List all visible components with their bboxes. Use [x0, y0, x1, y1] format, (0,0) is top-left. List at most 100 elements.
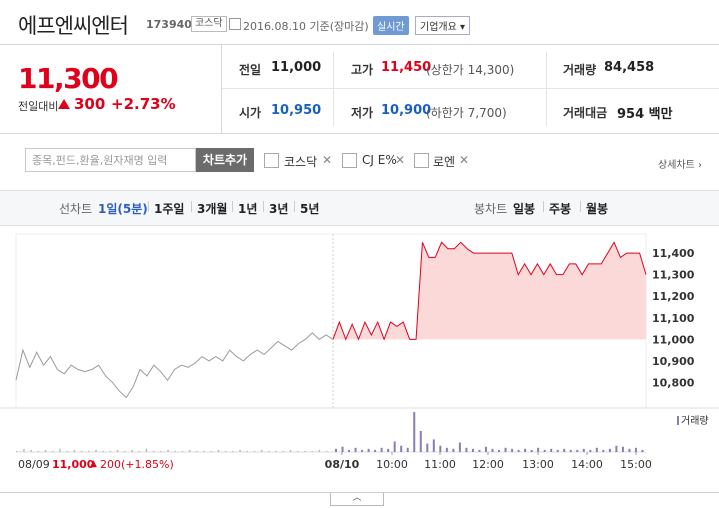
volume-bar — [498, 449, 501, 452]
volume-bar — [289, 449, 292, 452]
y-tick-label: 10,900 — [652, 355, 695, 368]
price-chart: 11,400 11,300 11,200 11,100 11,000 10,900 10,8… — [0, 233, 719, 471]
prev-close-value: 11,000 — [271, 60, 322, 75]
volume-bar — [275, 450, 277, 452]
compare-checkbox[interactable] — [414, 153, 429, 168]
live-badge[interactable]: 실시간 — [373, 16, 409, 35]
tab-1week[interactable]: 1주일 — [154, 202, 185, 216]
volume-bar — [641, 449, 644, 452]
today-area — [333, 242, 646, 340]
compare-search-input[interactable]: 종목,펀드,환율,원자재명 입력 — [25, 148, 196, 172]
volume-value: 84,458 — [604, 60, 655, 75]
footer-change: 200 — [100, 458, 121, 471]
tab-5year[interactable]: 5년 — [300, 202, 320, 216]
volume-bar — [543, 449, 546, 452]
today-line — [332, 241, 647, 341]
divider — [148, 201, 149, 212]
divider — [263, 201, 264, 212]
y-tick-label: 10,800 — [652, 376, 695, 389]
volume-bar — [576, 449, 579, 452]
tab-weekly[interactable]: 주봉 — [549, 202, 572, 216]
volume-bar — [318, 449, 321, 452]
volume-bar — [37, 450, 40, 452]
amount-label: 거래대금 — [563, 106, 608, 120]
x-tick-label: 10:00 — [376, 458, 408, 471]
tab-1year[interactable]: 1년 — [238, 202, 258, 216]
tab-daily[interactable]: 일봉 — [513, 202, 536, 216]
candle-chart-label: 봉차트 — [474, 202, 508, 216]
volume-bar — [602, 449, 605, 452]
price-panel — [0, 45, 222, 133]
compare-item-name: 로엔 — [433, 155, 456, 169]
volume-bar — [504, 447, 507, 452]
volume-bar — [563, 448, 566, 452]
close-icon[interactable]: ✕ — [395, 153, 406, 167]
volume-bar — [393, 441, 396, 452]
tab-3month[interactable]: 3개월 — [197, 202, 228, 216]
x-tick-label: 11:00 — [424, 458, 456, 471]
company-info-button[interactable]: 기업개요 ▾ — [415, 16, 470, 35]
up-triangle-icon — [58, 97, 72, 111]
volume-bar — [439, 445, 442, 452]
volume-bar — [530, 449, 533, 452]
volume-bar — [432, 439, 435, 452]
volume-bar — [131, 449, 133, 452]
divider — [222, 88, 719, 89]
tab-1day[interactable]: 1일(5분) — [98, 202, 148, 216]
volume-bar — [426, 443, 429, 452]
low-label: 저가 — [351, 106, 374, 120]
divider — [333, 52, 334, 126]
volume-bar — [44, 449, 47, 452]
volume-bar — [16, 450, 18, 452]
volume-bar — [341, 446, 344, 452]
close-icon[interactable]: ✕ — [322, 153, 333, 167]
volume-bar — [595, 447, 598, 452]
date-text: 2016.08.10 기준(장마감) — [243, 20, 369, 33]
volume-bar — [246, 450, 249, 452]
compare-checkbox[interactable] — [342, 153, 357, 168]
close-icon[interactable]: ✕ — [459, 153, 470, 167]
open-label: 시가 — [239, 106, 262, 120]
volume-bar — [484, 446, 487, 452]
volume-bar — [116, 449, 119, 452]
volume-bar — [160, 450, 162, 452]
prev-day-line — [15, 332, 334, 399]
detail-chart-link[interactable]: 상세차트 › — [658, 160, 702, 171]
y-tick-label: 11,400 — [652, 247, 695, 260]
volume-bar — [413, 412, 416, 452]
compare-item-name: CJ E% — [362, 153, 397, 167]
volume-bar — [452, 448, 455, 452]
volume-bar — [400, 445, 403, 452]
line-chart-label: 선차트 — [59, 202, 93, 216]
divider — [0, 133, 719, 134]
volume-bar — [210, 450, 213, 452]
calendar-icon — [229, 18, 241, 30]
volume-bar — [88, 450, 90, 452]
x-tick-label: 15:00 — [620, 458, 652, 471]
change-percent: +2.73% — [111, 95, 176, 113]
current-price: 11,300 — [18, 62, 119, 95]
change-value: 300 — [74, 95, 106, 113]
volume-bar — [361, 449, 364, 452]
volume-bar — [102, 450, 104, 452]
high-value: 11,450 — [381, 60, 432, 75]
prev-close-label: 전일 — [239, 63, 262, 77]
volume-bar — [224, 450, 227, 452]
volume-bar — [174, 450, 176, 452]
volume-bar — [325, 450, 328, 452]
tab-monthly[interactable]: 월봉 — [586, 202, 609, 216]
tab-3year[interactable]: 3년 — [269, 202, 289, 216]
change-label: 전일대비 — [18, 100, 59, 113]
volume-bar — [239, 449, 241, 452]
volume-bar — [608, 448, 611, 452]
volume-bar — [354, 447, 357, 452]
compare-checkbox[interactable] — [264, 153, 279, 168]
y-tick-label: 11,300 — [652, 269, 695, 282]
upper-limit: (상한가 14,300) — [426, 63, 515, 77]
volume-bar — [582, 448, 585, 452]
volume-bar — [387, 448, 390, 452]
footer-price: 11,000 — [52, 458, 95, 471]
collapse-button[interactable]: ︿ — [330, 493, 384, 506]
add-chart-button[interactable]: 차트추가 — [196, 148, 254, 172]
company-name: 에프엔씨엔터 — [18, 14, 129, 38]
